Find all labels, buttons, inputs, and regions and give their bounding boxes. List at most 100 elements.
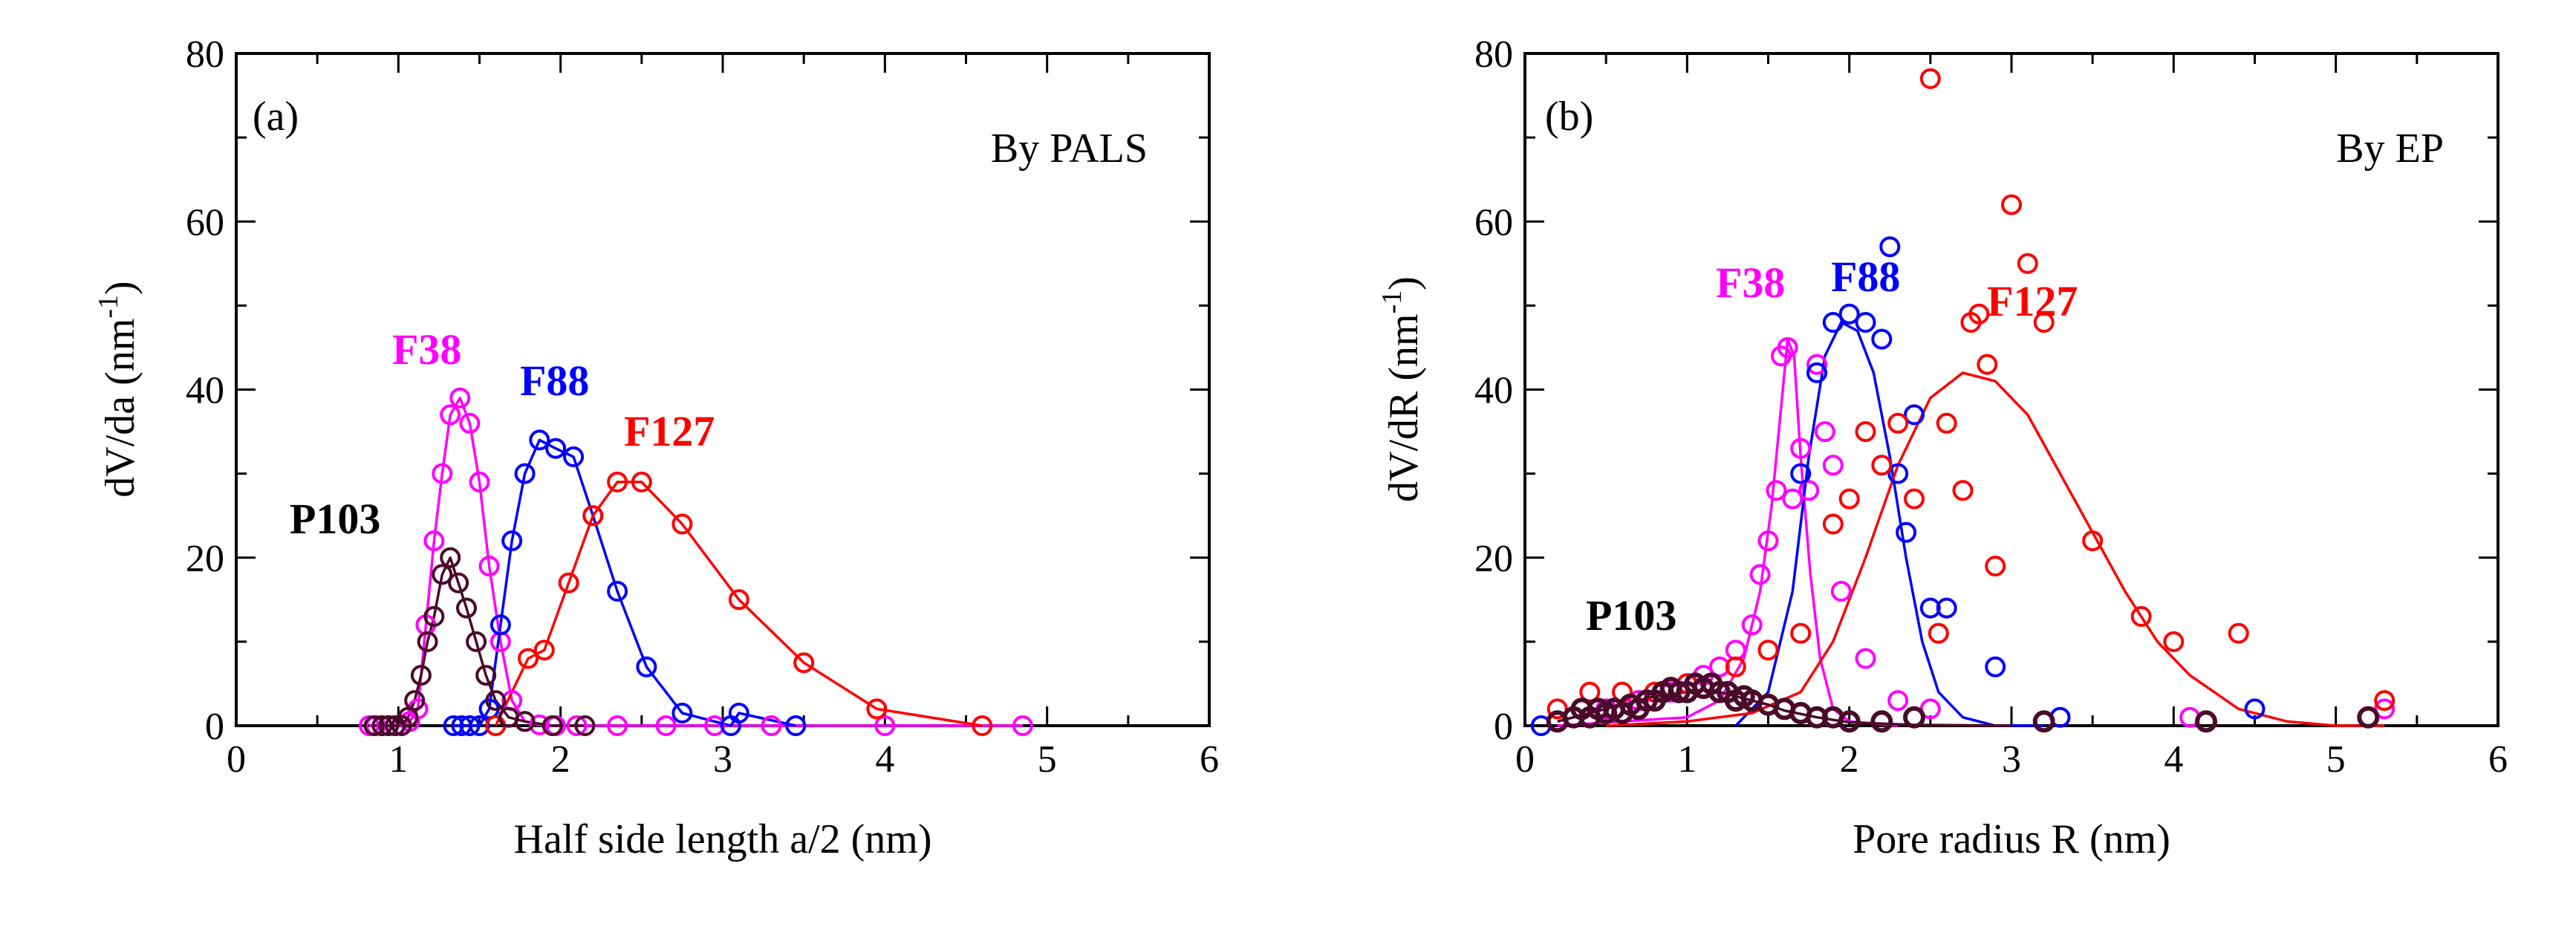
data-point-f127 bbox=[1838, 488, 1860, 510]
data-point-f127 bbox=[972, 715, 993, 736]
panel-b-label-p103: P103 bbox=[1586, 591, 1676, 640]
data-point-f127 bbox=[558, 572, 579, 593]
y-tick-label: 60 bbox=[186, 201, 224, 244]
data-point-p103 bbox=[466, 631, 487, 652]
data-point-f38 bbox=[432, 463, 453, 484]
panel-b-x-axis-label: Pore radius R (nm) bbox=[1853, 816, 2170, 862]
data-point-f38 bbox=[1749, 564, 1771, 585]
series-line-f38 bbox=[1557, 337, 1899, 727]
data-point-f127 bbox=[1725, 656, 1746, 677]
data-point-p103 bbox=[475, 665, 497, 686]
panel-a-label-f127: F127 bbox=[624, 407, 715, 455]
data-point-f88 bbox=[1790, 463, 1812, 484]
panel-b-fit-lines bbox=[1557, 321, 2385, 727]
data-point-f88 bbox=[1855, 312, 1876, 333]
panel-b-label-f38: F38 bbox=[1716, 258, 1785, 307]
data-point-f88 bbox=[489, 614, 511, 636]
data-point-f38 bbox=[469, 471, 490, 492]
data-point-f38 bbox=[1757, 530, 1779, 552]
data-point-f127 bbox=[2228, 622, 2249, 644]
x-tick-label: 3 bbox=[2002, 738, 2021, 781]
panel-b-ticks bbox=[1523, 52, 2499, 727]
data-point-f88 bbox=[514, 463, 536, 484]
data-point-p103 bbox=[432, 564, 453, 585]
data-point-f38 bbox=[1782, 488, 1803, 510]
data-point-f127 bbox=[533, 640, 555, 661]
data-point-f88 bbox=[563, 446, 585, 467]
data-point-f88 bbox=[443, 715, 464, 736]
data-point-f38 bbox=[1012, 715, 1033, 736]
data-point-f127 bbox=[1985, 556, 2006, 577]
panel-b-y-axis-label-close: ) bbox=[1381, 276, 1427, 290]
data-point-f38 bbox=[566, 715, 588, 736]
panel-b-tag: (b) bbox=[1545, 94, 1593, 140]
data-point-p103 bbox=[448, 572, 469, 593]
data-point-f88 bbox=[728, 703, 749, 723]
data-point-f127 bbox=[1871, 455, 1893, 476]
data-point-p103 bbox=[363, 715, 385, 736]
data-point-f38 bbox=[529, 714, 550, 735]
data-point-f88 bbox=[607, 581, 628, 602]
data-point-p103 bbox=[514, 711, 536, 732]
x-tick-label: 6 bbox=[1200, 738, 1219, 781]
data-point-f38 bbox=[449, 387, 471, 409]
panel-a-y-axis-label: dV/da (nm-1) bbox=[93, 281, 143, 497]
panel-a-label-f38: F38 bbox=[392, 325, 461, 374]
data-point-f88 bbox=[1838, 303, 1860, 325]
x-tick-label: 4 bbox=[875, 738, 894, 781]
panel-b-y-axis-label: dV/dR (nm-1) bbox=[1376, 276, 1427, 502]
data-point-f127 bbox=[793, 652, 815, 674]
data-point-f88 bbox=[1887, 463, 1909, 484]
data-point-f38 bbox=[1830, 581, 1852, 602]
panel-a-tag: (a) bbox=[253, 94, 299, 140]
data-point-f127 bbox=[728, 589, 749, 611]
y-tick-label: 20 bbox=[1474, 538, 1513, 580]
y-tick-label: 0 bbox=[1494, 706, 1513, 748]
x-tick-label: 5 bbox=[1038, 738, 1057, 781]
data-point-f38 bbox=[607, 715, 628, 736]
data-point-f88 bbox=[1936, 597, 1957, 619]
x-tick-label: 3 bbox=[713, 738, 732, 781]
y-tick-label: 20 bbox=[186, 538, 224, 580]
data-point-f88 bbox=[501, 530, 523, 552]
data-point-f38 bbox=[1798, 480, 1820, 501]
data-point-f38 bbox=[1814, 421, 1835, 443]
data-point-f127 bbox=[1822, 513, 1844, 535]
data-point-p103 bbox=[371, 715, 393, 736]
data-point-f127 bbox=[2033, 312, 2055, 333]
data-point-f127 bbox=[2017, 253, 2038, 274]
data-point-p103 bbox=[2032, 710, 2055, 733]
panel-a-label-f88: F88 bbox=[520, 357, 589, 405]
data-point-f127 bbox=[1790, 622, 1812, 644]
data-point-f127 bbox=[866, 698, 888, 720]
data-point-f127 bbox=[1919, 68, 1941, 89]
data-point-f88 bbox=[1806, 362, 1827, 383]
data-point-p103 bbox=[410, 665, 432, 686]
data-point-f127 bbox=[1936, 412, 1957, 434]
data-point-p103 bbox=[1870, 710, 1893, 733]
data-point-f38 bbox=[1725, 640, 1746, 661]
data-point-f38 bbox=[440, 404, 461, 426]
x-tick-label: 2 bbox=[551, 738, 570, 781]
panel-b-y-axis-label-main: dV/dR (nm bbox=[1381, 313, 1427, 502]
data-point-p103 bbox=[404, 690, 426, 712]
data-point-f127 bbox=[2082, 530, 2104, 552]
data-point-f88 bbox=[1985, 656, 2006, 677]
panel-a-points bbox=[359, 387, 1033, 736]
data-point-f38 bbox=[874, 715, 896, 736]
panel-b-label-f88: F88 bbox=[1831, 253, 1900, 301]
panel-b-y-axis-label-exponent: -1 bbox=[1376, 290, 1408, 314]
data-point-f38 bbox=[423, 530, 445, 552]
data-point-f127 bbox=[631, 471, 652, 492]
data-point-f127 bbox=[1757, 640, 1779, 661]
data-point-f88 bbox=[671, 703, 693, 723]
data-point-f127 bbox=[582, 505, 604, 527]
y-tick-label: 0 bbox=[205, 706, 224, 748]
data-point-p103 bbox=[423, 605, 445, 627]
y-tick-label: 40 bbox=[1474, 370, 1513, 412]
x-tick-label: 2 bbox=[1840, 738, 1859, 781]
data-point-f127 bbox=[671, 513, 693, 535]
x-tick-label: 5 bbox=[2326, 738, 2346, 781]
